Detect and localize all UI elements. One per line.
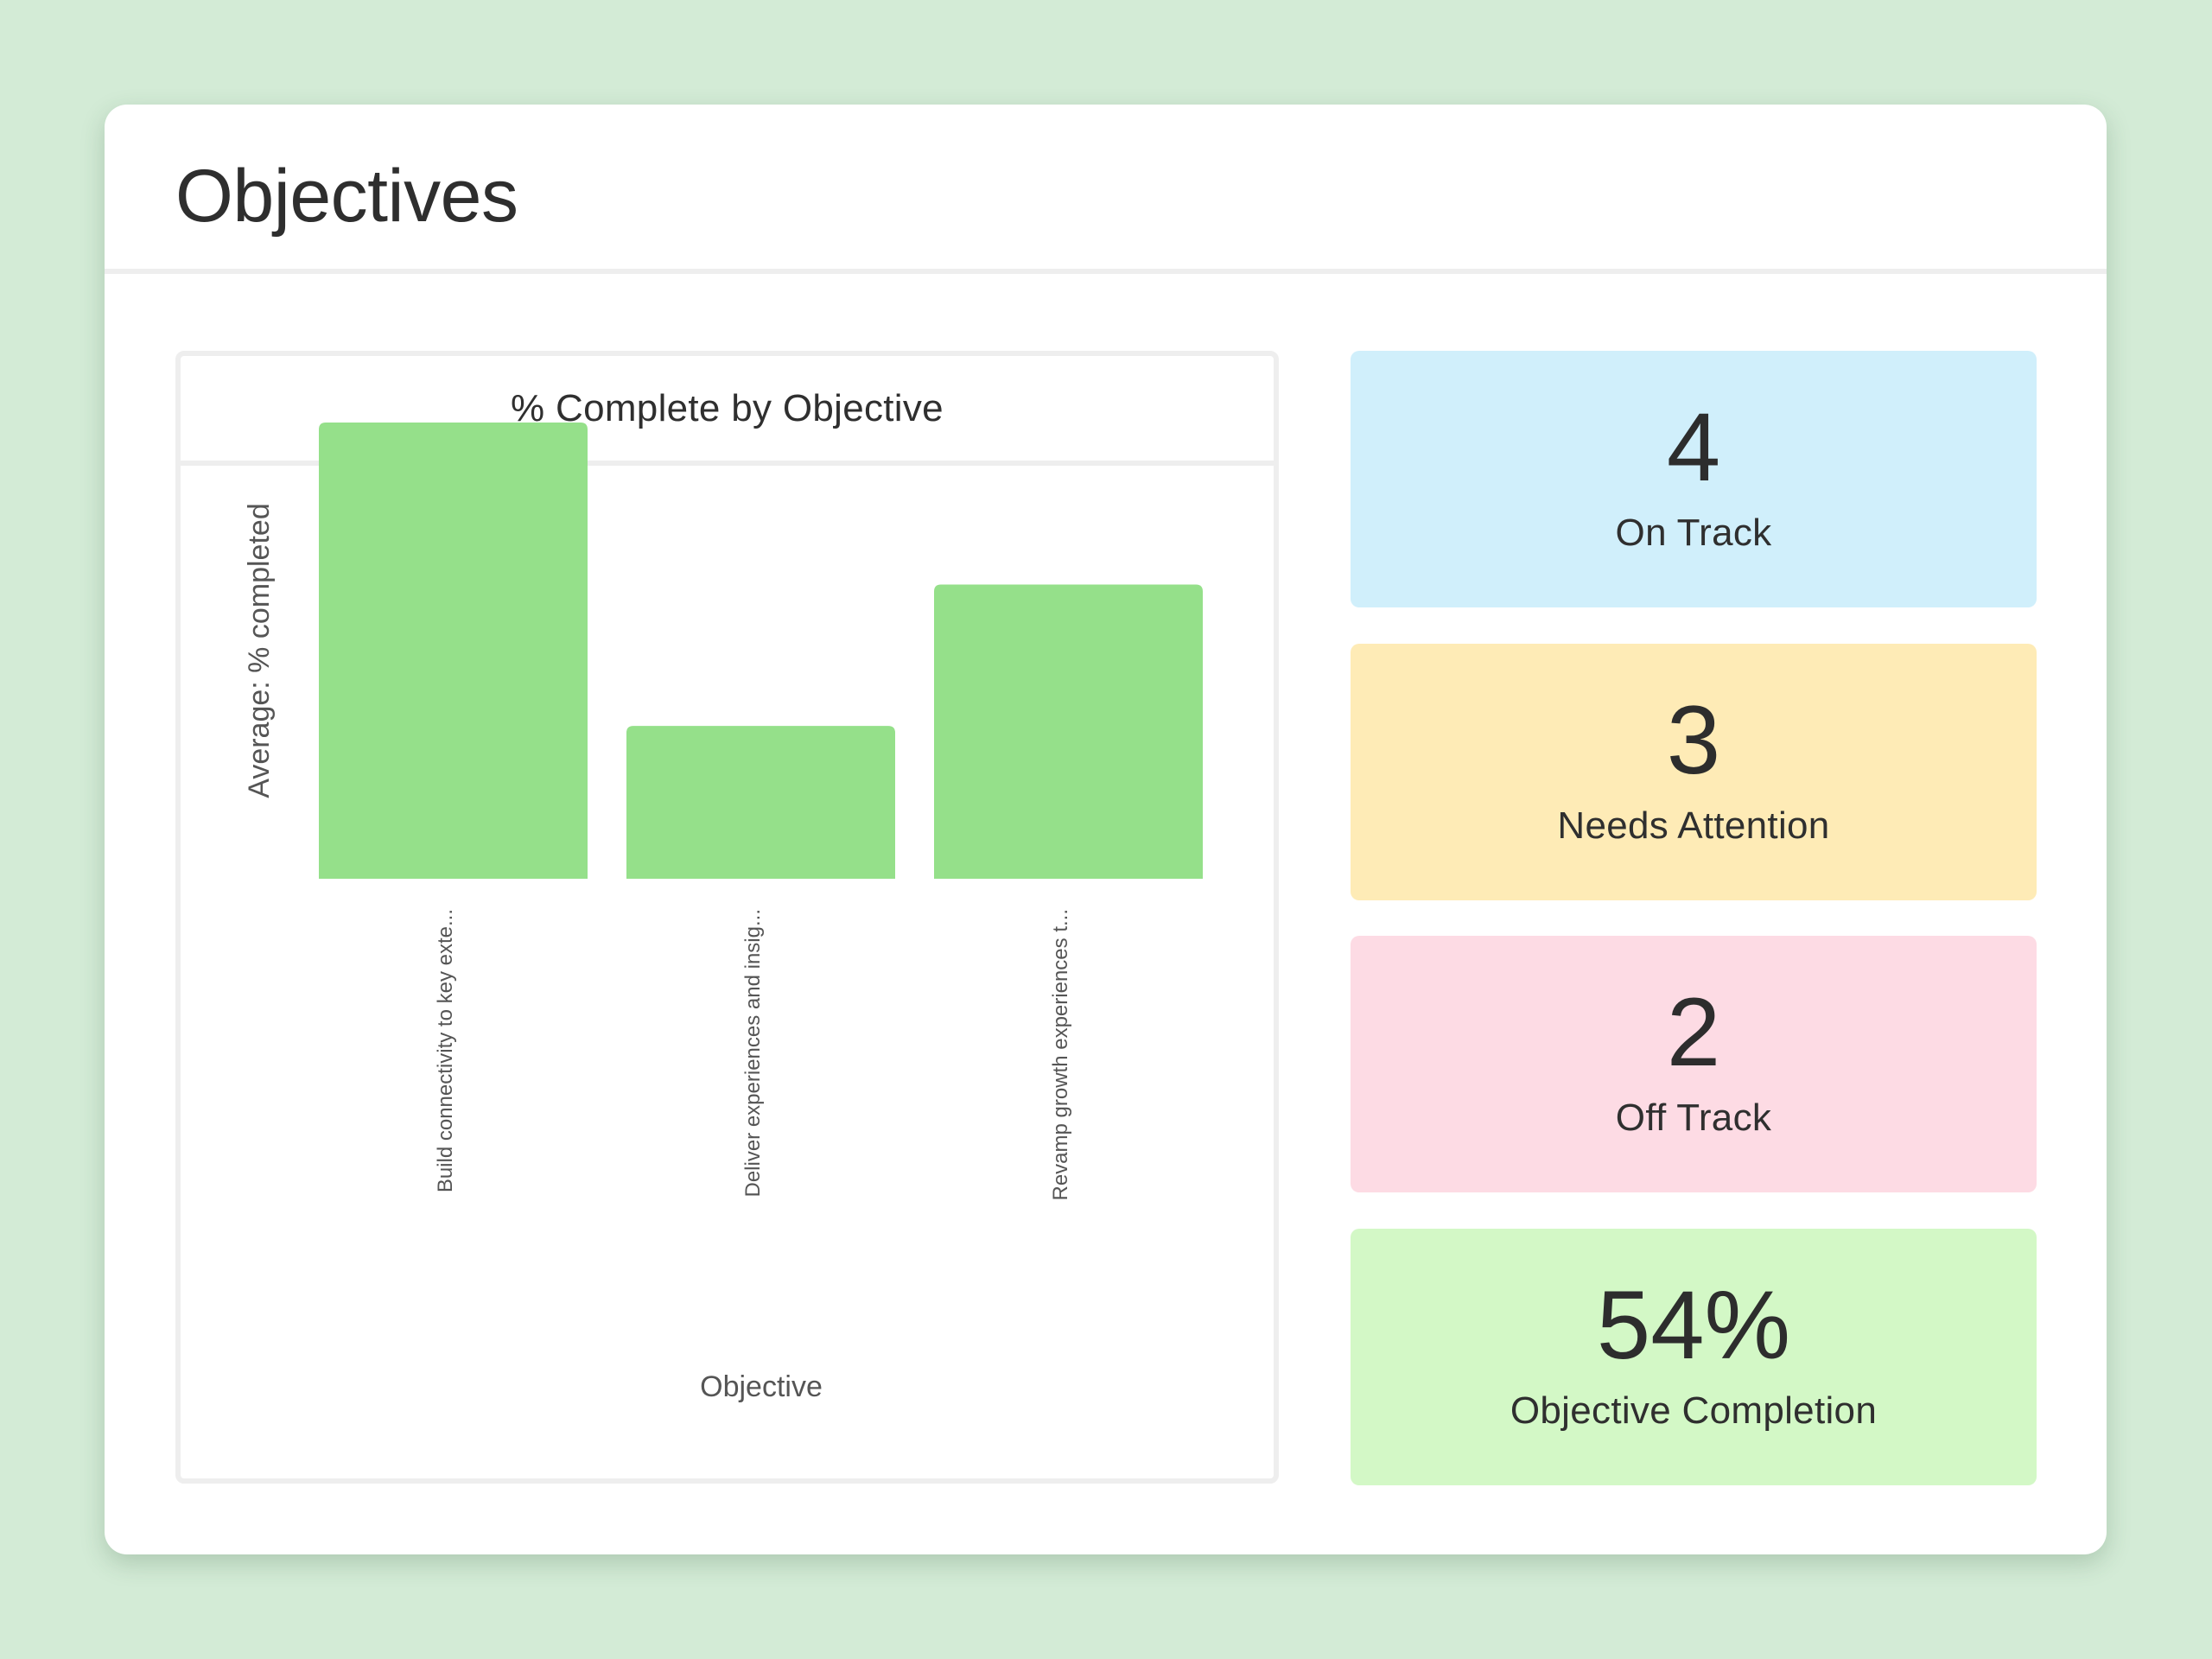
stat-value-on-track: 4 — [1666, 393, 1721, 501]
stat-card-off-track[interactable]: 2 Off Track — [1351, 936, 2037, 1192]
bar-3[interactable] — [934, 584, 1203, 879]
y-axis-label: Average: % completed — [243, 503, 276, 798]
bar-2[interactable] — [626, 726, 895, 879]
stat-label-on-track: On Track — [1615, 512, 1772, 554]
stat-value-off-track: 2 — [1666, 978, 1721, 1086]
card-header: Objectives — [105, 105, 2107, 274]
stat-label-off-track: Off Track — [1615, 1096, 1772, 1139]
stat-card-needs-attention[interactable]: 3 Needs Attention — [1351, 644, 2037, 900]
chart-header: % Complete by Objective — [181, 356, 1274, 466]
chart-title: % Complete by Objective — [511, 386, 944, 429]
x-tick-label-2: Deliver experiences and insig... — [741, 909, 765, 1198]
stat-card-objective-completion[interactable]: 54% Objective Completion — [1351, 1229, 2037, 1485]
stat-value-objective-completion: 54% — [1596, 1271, 1791, 1379]
page-title: Objectives — [175, 155, 518, 238]
x-tick-label-3: Revamp growth experiences t... — [1049, 909, 1072, 1201]
x-axis-label: Objective — [700, 1370, 823, 1403]
stat-label-objective-completion: Objective Completion — [1510, 1389, 1878, 1432]
bar-chart: Build connectivity to key exte... Deliver… — [243, 423, 1203, 1403]
x-tick-labels: Build connectivity to key exte... Deliver… — [434, 909, 1072, 1201]
objectives-card: Objectives % Complete by Objective Build… — [105, 105, 2107, 1554]
bar-1[interactable] — [319, 423, 588, 879]
x-tick-label-1: Build connectivity to key exte... — [434, 909, 457, 1192]
bars-layer — [319, 423, 1203, 879]
stat-label-needs-attention: Needs Attention — [1557, 804, 1830, 847]
chart-panel: % Complete by Objective Build connectivi… — [175, 351, 1279, 1484]
stat-value-needs-attention: 3 — [1666, 686, 1721, 794]
stat-card-on-track[interactable]: 4 On Track — [1351, 351, 2037, 607]
